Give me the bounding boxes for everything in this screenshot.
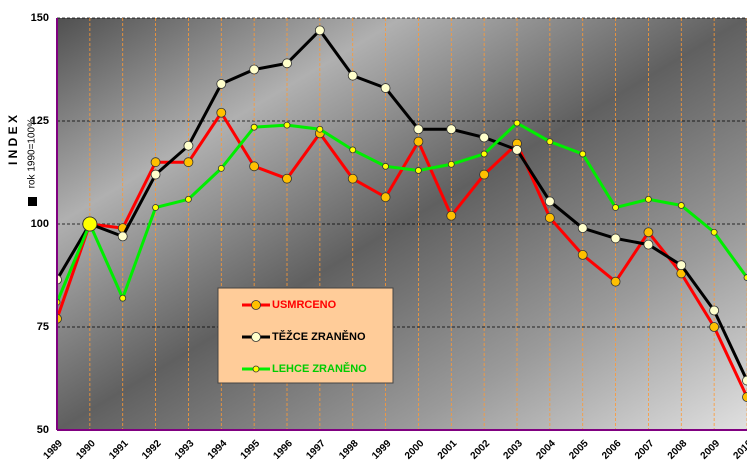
legend-marker (252, 365, 260, 373)
data-point (677, 202, 685, 209)
data-point (249, 64, 260, 75)
data-point (183, 157, 194, 168)
data-point (512, 144, 522, 155)
x-tick-label: 2007 (633, 438, 657, 462)
data-point (577, 223, 588, 234)
data-point (743, 274, 747, 281)
data-point (610, 276, 621, 287)
x-tick-label: 1992 (140, 438, 164, 462)
series-line (57, 121, 747, 303)
x-tick-label: 2004 (534, 438, 558, 462)
data-point (513, 119, 521, 127)
data-point (710, 228, 718, 236)
data-point (413, 124, 424, 135)
y-tick-label: 150 (31, 12, 49, 24)
x-tick-label: 2001 (436, 438, 460, 462)
data-point (546, 138, 554, 146)
data-point (479, 132, 490, 143)
data-point (283, 121, 291, 129)
data-point (612, 204, 619, 211)
data-point (282, 173, 292, 184)
x-tick-label: 2005 (567, 438, 591, 462)
data-point (347, 173, 358, 184)
y-tick-label: 50 (37, 424, 49, 436)
data-point (676, 260, 687, 271)
data-point (57, 313, 62, 324)
data-point (446, 210, 457, 221)
data-point (579, 150, 587, 158)
x-tick-label: 2009 (699, 438, 723, 462)
x-tick-label: 2002 (469, 438, 493, 462)
x-tick-label: 2010 (731, 438, 747, 462)
series-line (57, 28, 747, 382)
data-point (82, 216, 98, 232)
data-point (183, 140, 194, 151)
y-tick-label: 75 (37, 321, 49, 333)
x-tick-label: 1990 (74, 438, 98, 462)
data-point (742, 392, 747, 402)
data-point (282, 58, 292, 69)
data-point (152, 204, 159, 211)
x-tick-label: 1989 (41, 438, 65, 462)
data-point (709, 322, 720, 332)
y-axis-sublabel: rok 1990=100% (27, 118, 38, 188)
data-point (349, 146, 357, 154)
data-point (480, 150, 488, 158)
data-point (316, 125, 324, 133)
data-point (447, 160, 455, 168)
data-point (185, 195, 192, 203)
x-tick-label: 2003 (501, 438, 525, 462)
data-point (643, 227, 654, 238)
y-tick-label: 125 (31, 115, 49, 127)
data-point (216, 79, 227, 89)
legend-label: LEHCE ZRANĚNO (272, 362, 367, 375)
data-point (250, 123, 258, 131)
data-point (382, 162, 389, 170)
data-point (544, 212, 555, 223)
data-point (479, 169, 490, 180)
data-point (117, 231, 128, 242)
x-tick-label: 1997 (304, 438, 328, 462)
y-tick-label: 100 (31, 218, 49, 230)
data-point (446, 124, 457, 135)
data-point (217, 164, 225, 172)
x-tick-label: 1993 (173, 438, 197, 462)
legend-label: TĚŽCE ZRANĚNO (272, 330, 366, 343)
data-point (415, 167, 422, 174)
x-tick-label: 1999 (370, 438, 394, 462)
x-tick-label: 2006 (600, 438, 624, 462)
data-point (380, 192, 391, 203)
data-point (119, 294, 127, 302)
data-point (645, 195, 652, 203)
legend-marker (251, 300, 261, 310)
legend-marker (251, 332, 261, 342)
data-point (577, 249, 588, 260)
data-point (347, 70, 358, 81)
x-tick-label: 1991 (107, 438, 131, 462)
data-point (643, 239, 654, 250)
x-tick-label: 2000 (403, 438, 427, 462)
x-tick-label: 1996 (271, 438, 295, 462)
data-point (57, 274, 62, 285)
data-point (150, 157, 161, 168)
data-point (544, 196, 555, 207)
axis-icon (28, 197, 37, 206)
data-point (413, 136, 424, 147)
x-tick-label: 2008 (666, 438, 690, 462)
data-point (314, 25, 325, 36)
y-axis-label: I N D E X (6, 115, 20, 165)
x-tick-label: 1995 (239, 438, 263, 462)
data-point (709, 305, 720, 316)
data-point (610, 233, 621, 244)
data-point (742, 375, 747, 386)
x-tick-label: 1998 (337, 438, 361, 462)
data-point (380, 83, 391, 93)
data-point (216, 107, 227, 118)
x-tick-label: 1994 (206, 438, 230, 462)
data-point (249, 161, 260, 172)
data-point (150, 169, 161, 180)
legend-label: USMRCENO (272, 299, 337, 311)
